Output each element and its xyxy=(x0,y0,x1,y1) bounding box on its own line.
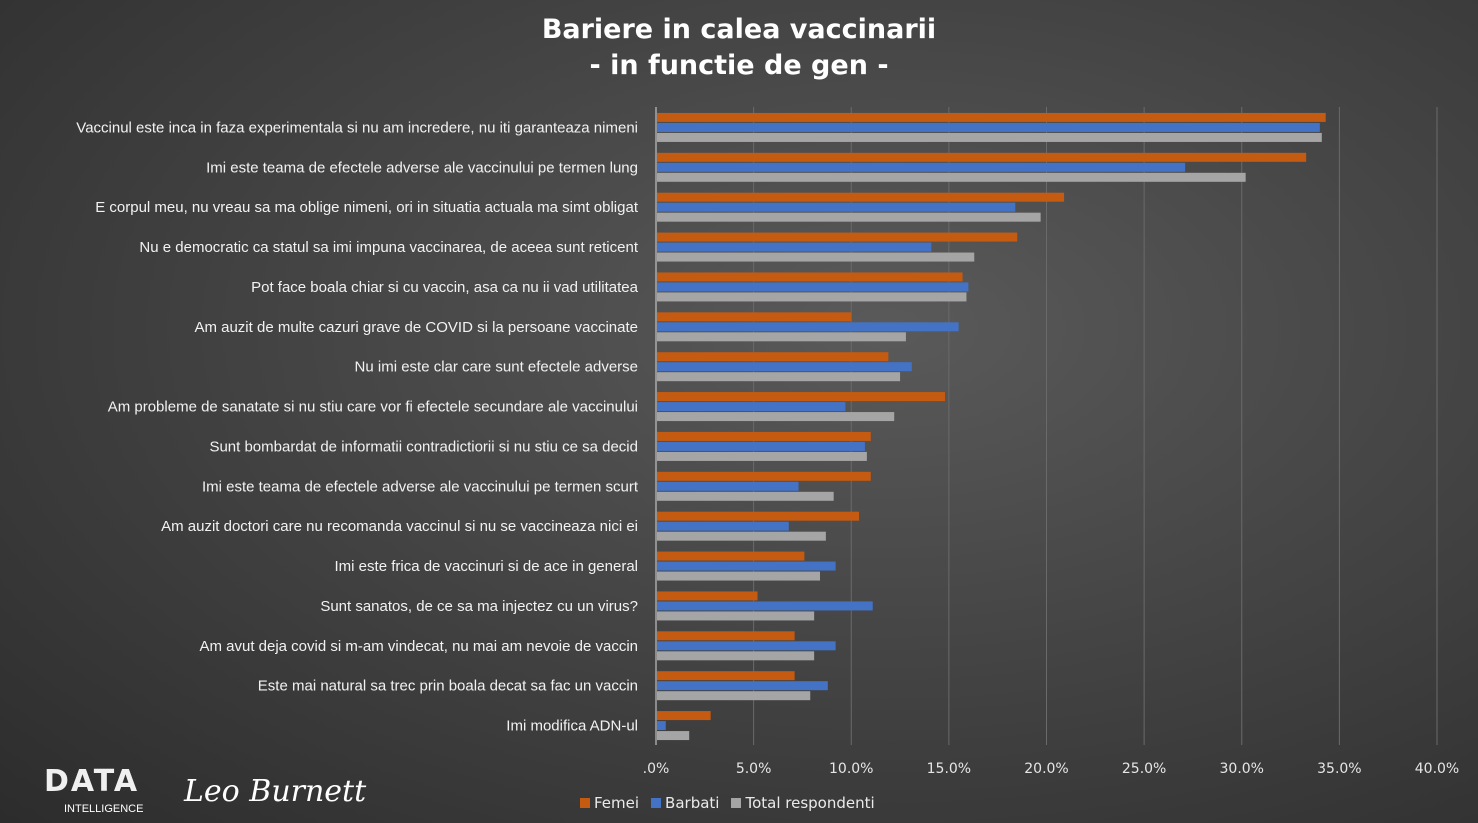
bar-barbati xyxy=(657,561,836,571)
bar-femei xyxy=(657,471,871,481)
bar-barbati xyxy=(657,362,912,372)
category-label: Sunt sanatos, de ce sa ma injectez cu un… xyxy=(320,598,638,615)
bar-barbati xyxy=(657,601,873,611)
bar-barbati xyxy=(657,481,799,491)
bar-total-respondenti xyxy=(657,332,906,342)
bar-femei xyxy=(657,431,871,441)
category-label: Sunt bombardat de informatii contradicti… xyxy=(209,438,638,455)
bar-femei xyxy=(657,591,758,601)
bar-total-respondenti xyxy=(657,372,901,382)
legend-item: Barbati xyxy=(651,794,719,812)
bar-barbati xyxy=(657,322,959,332)
legend: Femei Barbati Total respondenti xyxy=(580,794,875,812)
chart-title: Bariere in calea vaccinarii - in functie… xyxy=(0,12,1478,84)
bar-total-respondenti xyxy=(657,172,1246,182)
x-tick-label: 35.0% xyxy=(1317,761,1361,777)
category-label: Nu imi este clar care sunt efectele adve… xyxy=(355,359,638,376)
logo: DATA INTELLIGENCE Leo Burnett xyxy=(44,764,404,820)
category-label: Imi este teama de efectele adverse ale v… xyxy=(206,159,638,176)
x-tick-label: 10.0% xyxy=(829,761,873,777)
legend-label: Total respondenti xyxy=(745,794,875,812)
bar-femei xyxy=(657,112,1326,122)
bar-femei xyxy=(657,312,852,322)
bar-total-respondenti xyxy=(657,691,811,701)
title: Bariere in calea vaccinarii xyxy=(541,14,937,45)
category-label: Am probleme de sanatate si nu stiu care … xyxy=(108,399,638,416)
category-label: Vaccinul este inca in faza experimentala… xyxy=(76,119,638,136)
bar-total-respondenti xyxy=(657,491,834,501)
category-label: Imi este frica de vaccinuri si de ace in… xyxy=(335,558,638,575)
bar-barbati xyxy=(657,202,1016,212)
bar-femei xyxy=(657,392,945,402)
bar-total-respondenti xyxy=(657,412,895,422)
bar-barbati xyxy=(657,162,1186,172)
bar-barbati xyxy=(657,441,865,451)
bar-total-respondenti xyxy=(657,651,815,661)
bar-total-respondenti xyxy=(657,252,975,262)
bar-barbati xyxy=(657,641,836,651)
logo-intelligence-text: INTELLIGENCE xyxy=(64,803,144,815)
legend-item: Total respondenti xyxy=(731,794,875,812)
legend-label: Femei xyxy=(594,794,640,812)
x-tick-label: 20.0% xyxy=(1024,761,1068,777)
bar-barbati xyxy=(657,242,932,252)
legend-item: Femei xyxy=(580,794,639,812)
category-label: Imi modifica ADN-ul xyxy=(506,718,638,735)
bar-barbati xyxy=(657,521,789,531)
category-label: Este mai natural sa trec prin boala deca… xyxy=(258,678,638,695)
bar-barbati xyxy=(657,402,846,412)
bar-barbati xyxy=(657,721,666,731)
bar-total-respondenti xyxy=(657,571,821,581)
bar-barbati xyxy=(657,122,1320,132)
legend-swatch xyxy=(651,798,662,808)
bar-barbati xyxy=(657,681,828,691)
legend-swatch xyxy=(580,798,590,808)
bar-total-respondenti xyxy=(657,292,967,302)
bar-femei xyxy=(657,152,1307,162)
x-tick-label: 40.0% xyxy=(1415,761,1459,777)
category-label: Nu e democratic ca statul sa imi impuna … xyxy=(139,239,638,256)
x-tick-label: 15.0% xyxy=(927,761,971,777)
x-tick-label: 25.0% xyxy=(1122,761,1166,777)
x-tick-label: .0% xyxy=(643,761,670,777)
legend-swatch xyxy=(731,798,742,808)
bar-total-respondenti xyxy=(657,212,1041,222)
category-label: Pot face boala chiar si cu vaccin, asa c… xyxy=(251,279,639,296)
bar-femei xyxy=(657,711,711,721)
subtitle: - in functie de gen - xyxy=(589,50,889,81)
category-label: Imi este teama de efectele adverse ale v… xyxy=(202,478,639,495)
bar-femei xyxy=(657,511,860,521)
x-tick-label: 30.0% xyxy=(1220,761,1264,777)
bar-femei xyxy=(657,671,795,681)
bar-femei xyxy=(657,272,963,282)
bar-femei xyxy=(657,551,805,561)
legend-label: Barbati xyxy=(665,794,720,812)
bar-femei xyxy=(657,232,1018,242)
bar-femei xyxy=(657,631,795,641)
bar-femei xyxy=(657,352,889,362)
bar-total-respondenti xyxy=(657,731,690,741)
bar-total-respondenti xyxy=(657,132,1322,142)
x-tick-label: 5.0% xyxy=(736,761,772,777)
category-label: Am avut deja covid si m-am vindecat, nu … xyxy=(199,638,638,655)
bar-total-respondenti xyxy=(657,451,867,461)
bar-femei xyxy=(657,192,1065,202)
logo-signature: Leo Burnett xyxy=(184,774,367,809)
bar-barbati xyxy=(657,282,969,292)
category-label: Am auzit doctori care nu recomanda vacci… xyxy=(161,518,638,535)
category-label: E corpul meu, nu vreau sa ma oblige nime… xyxy=(95,199,639,216)
bar-total-respondenti xyxy=(657,611,815,621)
logo-data-text: DATA xyxy=(44,764,140,799)
category-label: Am auzit de multe cazuri grave de COVID … xyxy=(194,319,638,336)
bar-total-respondenti xyxy=(657,531,826,541)
